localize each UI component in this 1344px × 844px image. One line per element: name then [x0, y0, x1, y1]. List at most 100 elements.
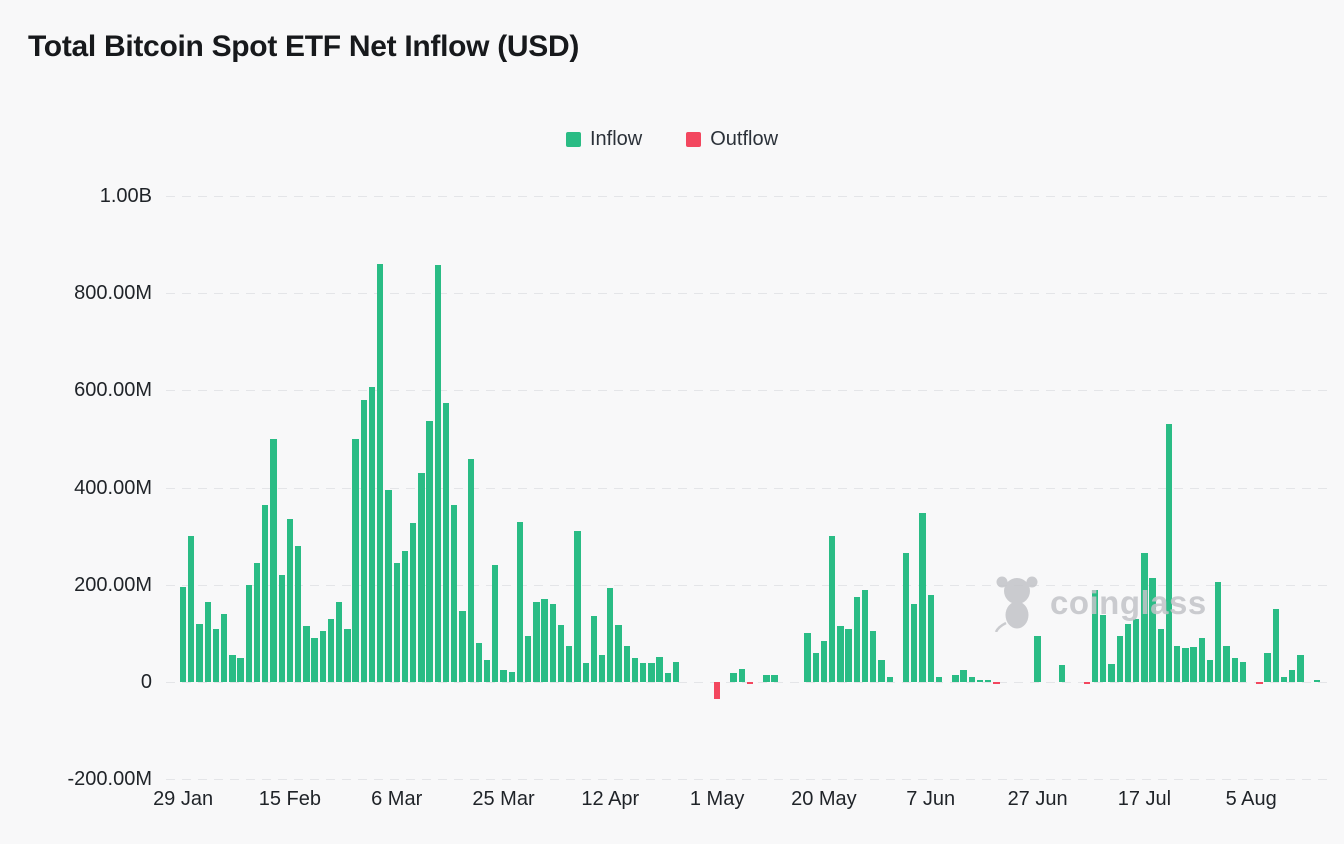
inflow-bar[interactable] [319, 631, 326, 682]
inflow-bar[interactable] [730, 673, 737, 682]
inflow-bar[interactable] [1223, 645, 1230, 682]
inflow-bar[interactable] [426, 421, 433, 682]
inflow-bar[interactable] [409, 523, 417, 682]
inflow-bar[interactable] [631, 657, 639, 682]
inflow-bar[interactable] [262, 504, 269, 682]
inflow-bar[interactable] [1108, 663, 1115, 682]
inflow-bar[interactable] [179, 587, 187, 682]
inflow-bar[interactable] [344, 628, 351, 682]
outflow-bar[interactable] [1083, 682, 1091, 684]
inflow-bar[interactable] [1149, 577, 1156, 682]
inflow-bar[interactable] [525, 635, 532, 682]
inflow-bar[interactable] [878, 660, 885, 682]
inflow-bar[interactable] [902, 553, 910, 682]
inflow-bar[interactable] [590, 616, 598, 682]
inflow-bar[interactable] [533, 601, 540, 682]
inflow-bar[interactable] [1215, 582, 1222, 682]
inflow-bar[interactable] [253, 562, 261, 682]
inflow-bar[interactable] [648, 662, 655, 682]
inflow-bar[interactable] [853, 597, 860, 682]
inflow-bar[interactable] [1313, 680, 1321, 682]
inflow-bar[interactable] [1100, 614, 1107, 682]
inflow-bar[interactable] [492, 565, 499, 682]
inflow-bar[interactable] [607, 588, 614, 682]
inflow-bar[interactable] [985, 680, 992, 682]
outflow-bar[interactable] [993, 682, 1000, 684]
inflow-bar[interactable] [640, 662, 647, 682]
inflow-bar[interactable] [368, 387, 376, 682]
inflow-bar[interactable] [1231, 657, 1238, 682]
inflow-bar[interactable] [1280, 677, 1288, 682]
inflow-bar[interactable] [1091, 589, 1099, 682]
inflow-bar[interactable] [820, 640, 828, 682]
inflow-bar[interactable] [845, 628, 852, 682]
inflow-bar[interactable] [278, 575, 285, 682]
inflow-bar[interactable] [1182, 648, 1189, 682]
inflow-bar[interactable] [623, 645, 630, 682]
inflow-bar[interactable] [1297, 655, 1304, 682]
inflow-bar[interactable] [442, 402, 450, 682]
inflow-bar[interactable] [311, 638, 318, 682]
inflow-bar[interactable] [270, 439, 277, 682]
inflow-bar[interactable] [829, 536, 836, 682]
inflow-bar[interactable] [1157, 628, 1164, 682]
inflow-bar[interactable] [541, 599, 548, 682]
inflow-bar[interactable] [927, 594, 934, 682]
inflow-bar[interactable] [870, 631, 877, 682]
inflow-bar[interactable] [672, 661, 680, 682]
inflow-bar[interactable] [286, 519, 294, 682]
inflow-bar[interactable] [960, 669, 967, 683]
inflow-bar[interactable] [664, 673, 671, 682]
inflow-bar[interactable] [763, 674, 770, 682]
inflow-bar[interactable] [1289, 669, 1296, 683]
inflow-bar[interactable] [327, 618, 335, 682]
inflow-bar[interactable] [1239, 661, 1247, 682]
inflow-bar[interactable] [919, 512, 926, 682]
inflow-bar[interactable] [1198, 638, 1206, 682]
inflow-bar[interactable] [245, 584, 252, 682]
inflow-bar[interactable] [188, 536, 195, 682]
inflow-bar[interactable] [196, 623, 203, 682]
inflow-bar[interactable] [1059, 665, 1066, 682]
inflow-bar[interactable] [221, 614, 228, 682]
inflow-bar[interactable] [467, 458, 474, 682]
inflow-bar[interactable] [393, 562, 400, 682]
inflow-bar[interactable] [212, 628, 220, 682]
inflow-bar[interactable] [434, 264, 441, 682]
inflow-bar[interactable] [451, 504, 458, 682]
inflow-bar[interactable] [1034, 635, 1041, 682]
inflow-bar[interactable] [336, 601, 343, 682]
inflow-bar[interactable] [837, 626, 844, 682]
inflow-bar[interactable] [976, 679, 984, 682]
inflow-bar[interactable] [1272, 609, 1279, 682]
inflow-bar[interactable] [294, 545, 302, 682]
inflow-bar[interactable] [483, 660, 491, 682]
inflow-bar[interactable] [385, 490, 392, 682]
inflow-bar[interactable] [401, 550, 409, 682]
inflow-bar[interactable] [771, 674, 778, 682]
inflow-bar[interactable] [1116, 635, 1123, 682]
inflow-bar[interactable] [204, 601, 211, 682]
legend-item-outflow[interactable]: Outflow [686, 128, 778, 151]
inflow-bar[interactable] [1124, 623, 1132, 682]
inflow-bar[interactable] [566, 645, 573, 682]
inflow-bar[interactable] [598, 655, 606, 682]
inflow-bar[interactable] [886, 677, 893, 682]
legend-item-inflow[interactable]: Inflow [565, 128, 642, 151]
inflow-bar[interactable] [935, 677, 943, 682]
outflow-bar[interactable] [713, 682, 721, 699]
inflow-bar[interactable] [911, 604, 918, 682]
inflow-bar[interactable] [952, 674, 959, 682]
inflow-bar[interactable] [1165, 424, 1173, 682]
inflow-bar[interactable] [804, 633, 811, 682]
inflow-bar[interactable] [582, 662, 589, 682]
outflow-bar[interactable] [1256, 682, 1263, 684]
inflow-bar[interactable] [812, 652, 819, 682]
inflow-bar[interactable] [237, 657, 244, 682]
inflow-bar[interactable] [377, 264, 384, 682]
inflow-bar[interactable] [1190, 646, 1197, 682]
inflow-bar[interactable] [574, 531, 581, 682]
inflow-bar[interactable] [738, 668, 745, 682]
inflow-bar[interactable] [861, 589, 869, 682]
